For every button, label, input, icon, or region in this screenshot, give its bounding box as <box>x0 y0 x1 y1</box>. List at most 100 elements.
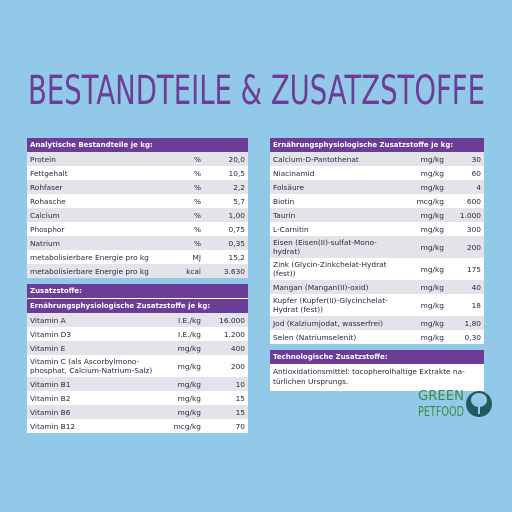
logo-icon <box>466 391 492 417</box>
nutrient-name: Phosphor <box>30 224 65 234</box>
table-row: Calcium-D-Pantothenat mg/kg 30 <box>270 152 484 166</box>
unit: mg/kg <box>411 236 447 258</box>
value: 0,35 <box>204 236 248 250</box>
unit: % <box>168 180 204 194</box>
table-row: Vitamin A I.E./kg 16.000 <box>27 313 248 327</box>
nutrient-name: Selen (Natriumselenit) <box>273 332 357 342</box>
title: Bestandteile & Zusatzstoffe <box>28 68 485 114</box>
value: 2,2 <box>204 180 248 194</box>
table-row: Vitamin B6 mg/kg 15 <box>27 405 248 419</box>
unit: % <box>193 224 201 234</box>
section-header: Technologische Zusatzstoffe: <box>270 350 484 364</box>
table-row: Calcium% 1,00 <box>27 208 248 222</box>
table-row: Phosphor% 0,75 <box>27 222 248 236</box>
table-row: Rohasche% 5,7 <box>27 194 248 208</box>
value: 1.200 <box>223 329 245 339</box>
table-row: Rohfaser% 2,2 <box>27 180 248 194</box>
unit: % <box>193 196 201 206</box>
value: 600 <box>466 196 481 206</box>
nutrient-name: metabolisierbare Energie pro kg <box>27 264 168 278</box>
table-row: Folsäure mg/kg 4 <box>270 180 484 194</box>
value: 400 <box>204 341 248 355</box>
value: 60 <box>471 168 481 178</box>
nutrient-name: Vitamin B12 <box>30 421 76 431</box>
nutrient-name: Vitamin B2 <box>30 393 71 403</box>
unit: mg/kg <box>411 180 447 194</box>
value: 70 <box>235 421 245 431</box>
value: 175 <box>466 264 481 274</box>
nutrient-name: Vitamin A <box>27 313 168 327</box>
value: 10 <box>204 377 248 391</box>
value: 18 <box>471 300 481 310</box>
unit: mg/kg <box>177 361 201 371</box>
unit: I.E./kg <box>177 329 201 339</box>
right-panel: Ernährungsphysiologische Zusatzstoffe je… <box>270 138 484 397</box>
value: 0,30 <box>464 332 481 342</box>
nutrient-name: Vitamin E <box>27 341 168 355</box>
nutritional-block: Ernährungsphysiologische Zusatzstoffe je… <box>270 138 484 344</box>
table-row: Vitamin B2 mg/kg 15 <box>27 391 248 405</box>
table-row: Vitamin B1 mg/kg 10 <box>27 377 248 391</box>
unit: MJ <box>192 252 201 262</box>
nutrient-name: Rohfaser <box>27 180 168 194</box>
logo: GREEN PETFOOD <box>418 389 492 420</box>
value: 200 <box>447 236 484 258</box>
table-row: Selen (Natriumselenit) mg/kg 0,30 <box>270 330 484 344</box>
table-row: Natrium% 0,35 <box>27 236 248 250</box>
nutrient-name: Mangan (Mangan(II)-oxid) <box>270 280 411 294</box>
unit: mg/kg <box>411 280 447 294</box>
value: 1,80 <box>447 316 484 330</box>
section-subheader: Ernährungsphysiologische Zusatzstoffe je… <box>27 298 248 313</box>
unit: mg/kg <box>411 208 447 222</box>
value: 40 <box>447 280 484 294</box>
unit: mcg/kg <box>173 421 201 431</box>
unit: mg/kg <box>420 224 444 234</box>
value: 15 <box>204 405 248 419</box>
unit: mg/kg <box>168 341 204 355</box>
nutrient-name: Taurin <box>270 208 411 222</box>
analytical-block: Analytische Bestandteile je kg: Protein% 2… <box>27 138 248 278</box>
nutrient-name: Protein <box>27 152 168 166</box>
table-row: Zink (Glycin-Zinkchelat-Hydrat (fest)) mg… <box>270 258 484 280</box>
nutrient-name: Calcium-D-Pantothenat <box>270 152 411 166</box>
section-header: Ernährungsphysiologische Zusatzstoffe je… <box>270 138 484 152</box>
unit: I.E./kg <box>168 313 204 327</box>
unit: mcg/kg <box>416 196 444 206</box>
nutrient-name: Folsäure <box>270 180 411 194</box>
unit: mg/kg <box>177 393 201 403</box>
nutrient-name: Zink (Glycin-Zinkchelat-Hydrat (fest)) <box>273 260 387 278</box>
unit: % <box>168 152 204 166</box>
nutrient-name: Eisen (Eisen(II)-sulfat-Mono- hydrat) <box>270 236 411 258</box>
unit: % <box>168 208 204 222</box>
unit: mg/kg <box>420 300 444 310</box>
value: 3.630 <box>204 264 248 278</box>
value: 4 <box>447 180 484 194</box>
table-row: Kupfer (Kupfer(II)-Glycinchelat- Hydrat … <box>270 294 484 316</box>
unit: % <box>193 168 201 178</box>
table-row: Niacinamid mg/kg 60 <box>270 166 484 180</box>
value: 200 <box>230 361 245 371</box>
value: 10,5 <box>228 168 245 178</box>
nutrient-name: Jod (Kalziumjodat, wasserfrei) <box>270 316 411 330</box>
unit: % <box>168 236 204 250</box>
nutrient-name: Niacinamid <box>273 168 315 178</box>
nutrient-name: Biotin <box>273 196 295 206</box>
technological-text: Antioxidationsmittel: tocopherolhaltige … <box>270 364 484 391</box>
table-row: Vitamin D3 I.E./kg 1.200 <box>27 327 248 341</box>
technological-block: Technologische Zusatzstoffe: Antioxidatio… <box>270 350 484 391</box>
nutrient-name: Vitamin C (als Ascorbylmono- phosphat, C… <box>30 357 153 375</box>
section-header: Analytische Bestandteile je kg: <box>27 138 248 152</box>
table-row: Fettgehalt% 10,5 <box>27 166 248 180</box>
nutrient-name: Calcium <box>27 208 168 222</box>
value: 30 <box>447 152 484 166</box>
table-row: metabolisierbare Energie pro kg MJ 15,2 <box>27 250 248 264</box>
data-table: Protein% 20,0 Fettgehalt% 10,5 Rohfaser% 2,2 R… <box>27 152 248 278</box>
data-table: Calcium-D-Pantothenat mg/kg 30 Niacinamid mg… <box>270 152 484 344</box>
nutrient-name: Vitamin B6 <box>27 405 168 419</box>
nutrient-name: metabolisierbare Energie pro kg <box>30 252 149 262</box>
unit: kcal <box>168 264 204 278</box>
value: 15 <box>235 393 245 403</box>
nutrient-name: Rohasche <box>30 196 66 206</box>
value: 16.000 <box>204 313 248 327</box>
